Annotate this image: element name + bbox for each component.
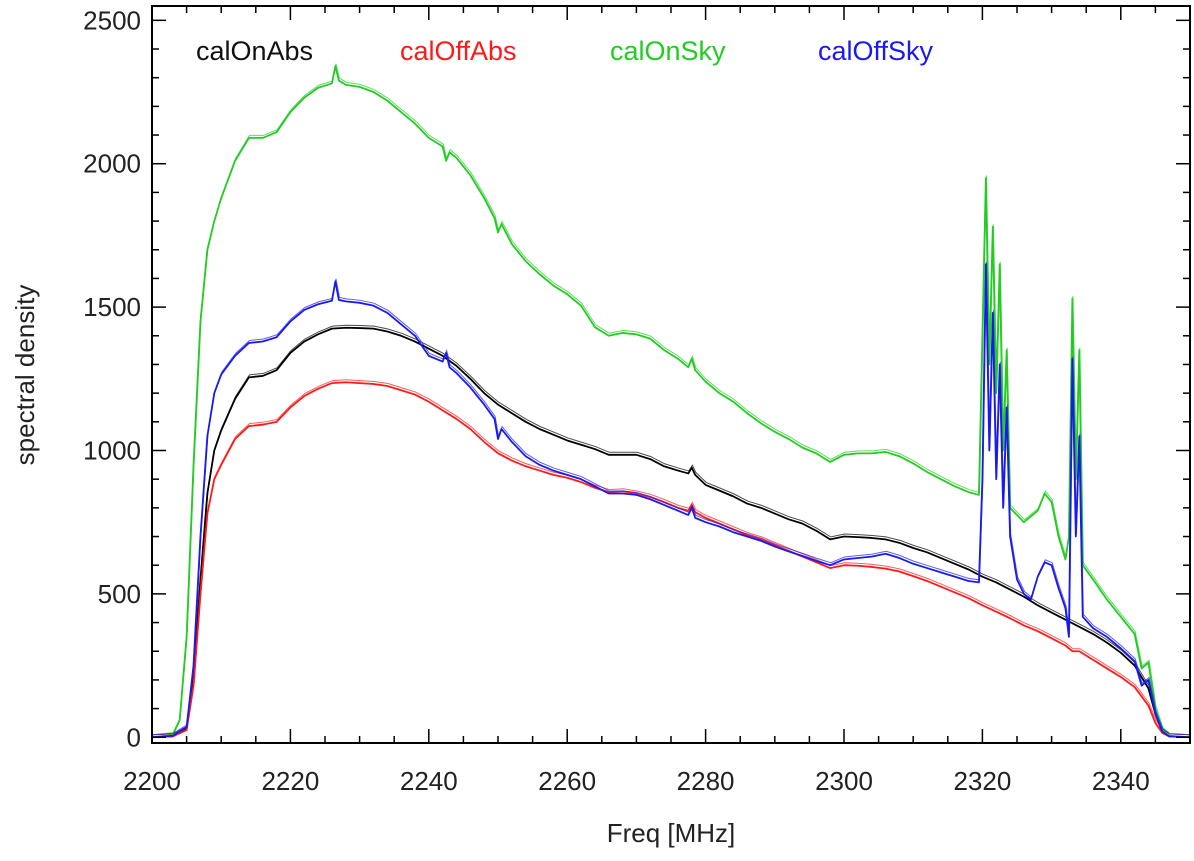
y-axis-label: spectral density bbox=[10, 285, 40, 466]
series-trace-calonabs bbox=[152, 324, 1191, 736]
ticks-layer bbox=[151, 6, 1191, 743]
y-tick-label: 2500 bbox=[83, 5, 141, 35]
series-trace-calonsky bbox=[152, 63, 1191, 736]
x-tick-label: 2320 bbox=[953, 766, 1011, 796]
series-line-calonsky bbox=[151, 65, 1191, 739]
x-tick-label: 2200 bbox=[123, 766, 181, 796]
legend-item-caloffabs: calOffAbs bbox=[400, 36, 517, 66]
series-line-calonabs bbox=[151, 326, 1191, 739]
series-line-caloffabs bbox=[151, 381, 1191, 739]
legend-item-calonabs: calOnAbs bbox=[196, 36, 313, 66]
y-tick-label: 0 bbox=[127, 722, 141, 752]
series-line-caloffsky bbox=[151, 263, 1191, 739]
y-tick-labels: 0 500 1000 1500 2000 2500 bbox=[83, 5, 141, 752]
x-tick-label: 2240 bbox=[400, 766, 458, 796]
y-tick-label: 1500 bbox=[83, 292, 141, 322]
y-tick-label: 2000 bbox=[83, 149, 141, 179]
series-trace-caloffsky bbox=[152, 261, 1191, 736]
legend-item-caloffsky: calOffSky bbox=[818, 36, 934, 66]
plot-frame bbox=[151, 5, 1191, 744]
x-tick-labels: 2200 2220 2240 2260 2280 2300 2320 2340 bbox=[123, 766, 1150, 796]
legend-item-calonsky: calOnSky bbox=[610, 36, 726, 66]
x-tick-label: 2280 bbox=[677, 766, 735, 796]
legend: calOnAbs calOffAbs calOnSky calOffSky bbox=[196, 36, 934, 66]
x-axis-label: Freq [MHz] bbox=[607, 818, 736, 848]
x-tick-label: 2220 bbox=[261, 766, 319, 796]
y-tick-label: 1000 bbox=[83, 435, 141, 465]
series-trace-caloffabs bbox=[152, 379, 1191, 736]
x-tick-label: 2340 bbox=[1092, 766, 1150, 796]
x-tick-label: 2300 bbox=[815, 766, 873, 796]
series-layer bbox=[151, 63, 1191, 739]
y-tick-label: 500 bbox=[98, 579, 141, 609]
x-tick-label: 2260 bbox=[538, 766, 596, 796]
